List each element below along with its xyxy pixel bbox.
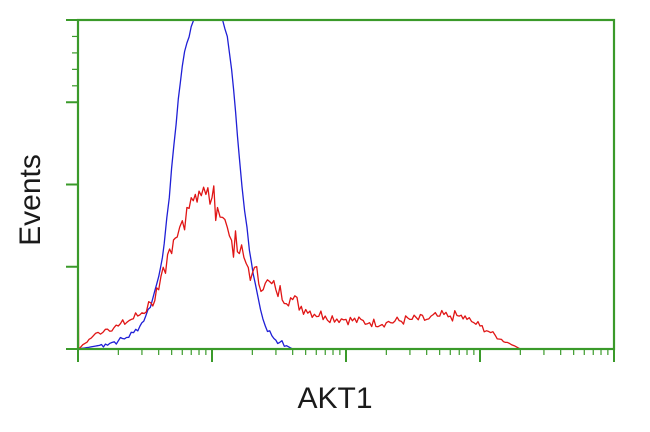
series-line-1 [77, 19, 306, 350]
series-line-2 [77, 185, 521, 350]
axes [66, 18, 616, 362]
x-axis-label: AKT1 [297, 382, 372, 415]
y-axis-label: Events [14, 154, 47, 246]
plot-area [77, 19, 521, 350]
plot-frame [76, 18, 616, 351]
